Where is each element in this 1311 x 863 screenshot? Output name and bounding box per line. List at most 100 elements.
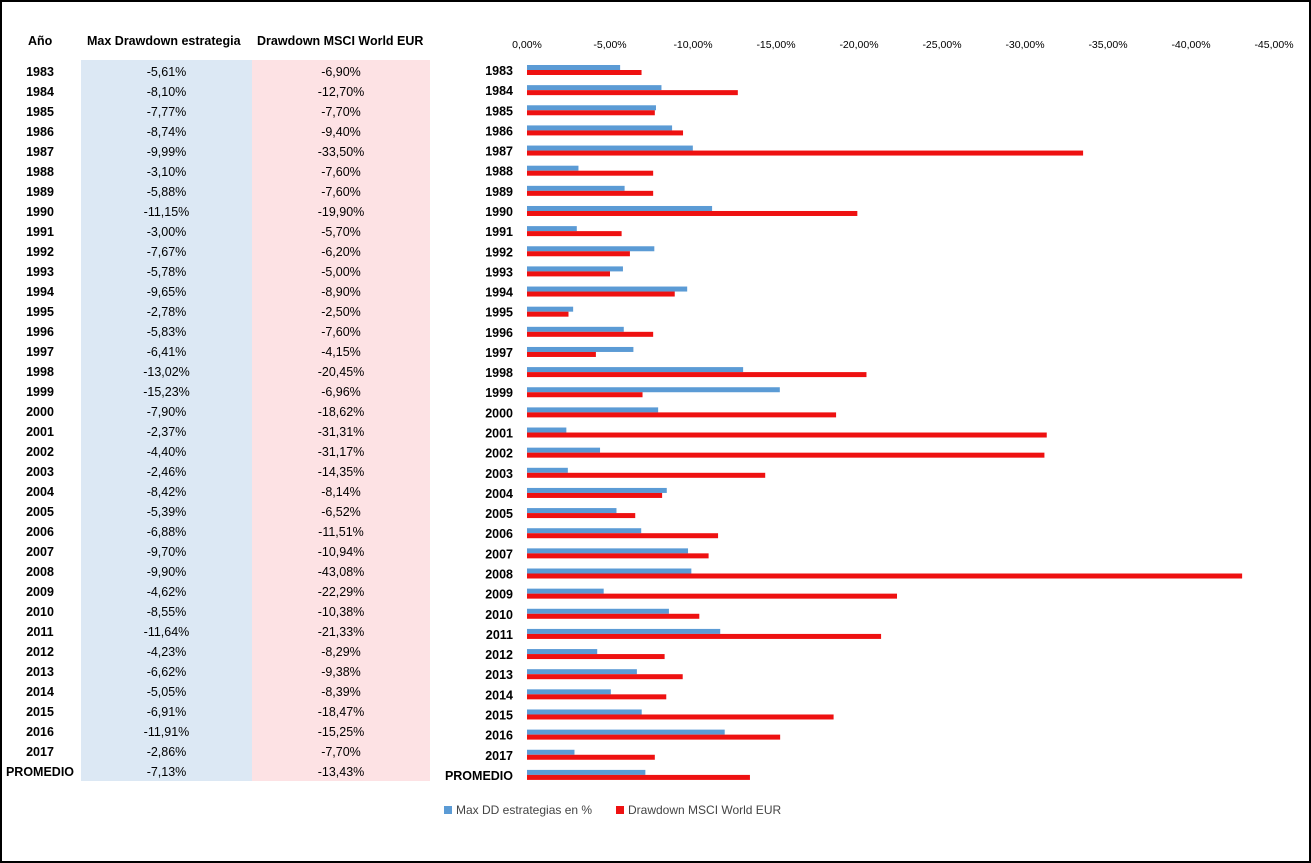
year-cell: 1991 (26, 225, 54, 239)
table-row: 2012 -4,23% -8,29% (0, 642, 440, 662)
msci-cell: -4,15% (321, 345, 361, 359)
category-label: 2014 (485, 688, 513, 702)
strategy-bar (527, 548, 689, 554)
msci-cell: -9,38% (321, 665, 361, 679)
category-label: 1992 (485, 245, 513, 259)
year-cell: 2005 (26, 505, 54, 519)
table-row: 1994 -9,65% -8,90% (0, 282, 440, 302)
category-label: 2009 (485, 588, 513, 602)
msci-bar (527, 150, 1084, 156)
year-cell: 1994 (26, 285, 54, 299)
legend-swatch-msci (616, 806, 624, 814)
strategy-cell: -4,40% (146, 445, 187, 459)
msci-bar (527, 311, 569, 317)
msci-bar (527, 90, 738, 96)
msci-bar (527, 392, 643, 398)
table-row: 2001 -2,37% -31,31% (0, 422, 440, 442)
year-cell: 2009 (26, 585, 54, 599)
year-cell: PROMEDIO (5, 765, 75, 779)
msci-bar (527, 251, 630, 257)
msci-bar (527, 492, 663, 498)
msci-bar (527, 633, 882, 639)
strategy-cell: -5,05% (146, 685, 187, 699)
strategy-cell: -4,62% (146, 585, 187, 599)
msci-cell: -6,52% (321, 505, 361, 519)
x-tick-label: 0,00% (512, 39, 542, 51)
x-tick-label: -40,00% (1171, 39, 1210, 51)
strategy-cell: -5,83% (146, 325, 187, 339)
strategy-bar (527, 447, 601, 453)
year-cell: 1997 (26, 345, 54, 359)
strategy-cell: -5,39% (146, 505, 187, 519)
strategy-bar (527, 306, 574, 312)
strategy-cell: -6,91% (146, 705, 187, 719)
msci-cell: -7,60% (321, 325, 361, 339)
category-label: 1996 (485, 326, 513, 340)
msci-bar (527, 372, 867, 378)
msci-bar (527, 593, 898, 599)
table-row: 2017 -2,86% -7,70% (0, 742, 440, 762)
strategy-bar (527, 669, 637, 675)
strategy-cell: -15,23% (143, 385, 190, 399)
strategy-cell: -2,78% (146, 305, 187, 319)
strategy-bar (527, 749, 575, 755)
table-row: PROMEDIO -7,13% -13,43% (0, 762, 440, 782)
table-row: 2008 -9,90% -43,08% (0, 562, 440, 582)
msci-bar (527, 553, 709, 559)
table-row: 2013 -6,62% -9,38% (0, 662, 440, 682)
strategy-cell: -5,61% (146, 65, 187, 79)
x-tick-label: -10,00% (673, 39, 712, 51)
strategy-bar (527, 487, 667, 493)
legend-label-msci: Drawdown MSCI World EUR (628, 803, 781, 817)
x-tick-label: -20,00% (839, 39, 878, 51)
table-row: 2015 -6,91% -18,47% (0, 702, 440, 722)
strategy-bar (527, 125, 673, 131)
msci-bar (527, 754, 655, 760)
msci-bar (527, 654, 665, 660)
strategy-bar (527, 246, 655, 252)
msci-cell: -13,43% (317, 765, 365, 779)
strategy-column-fill (81, 60, 252, 781)
year-cell: 1990 (26, 205, 54, 219)
strategy-bar (527, 467, 568, 473)
msci-cell: -5,00% (321, 265, 361, 279)
category-label: 2001 (485, 427, 513, 441)
strategy-cell: -13,02% (143, 365, 190, 379)
msci-cell: -7,60% (321, 165, 361, 179)
year-cell: 2006 (26, 525, 54, 539)
strategy-cell: -8,55% (146, 605, 187, 619)
msci-cell: -7,70% (321, 105, 361, 119)
msci-cell: -9,40% (321, 125, 361, 139)
year-cell: 1987 (26, 145, 54, 159)
strategy-cell: -3,10% (146, 165, 187, 179)
strategy-cell: -7,77% (146, 105, 187, 119)
msci-cell: -2,50% (321, 305, 361, 319)
year-cell: 2015 (26, 705, 54, 719)
strategy-cell: -11,15% (143, 205, 190, 219)
year-cell: 2008 (26, 565, 54, 579)
strategy-bar (527, 709, 642, 715)
header-year: Año (28, 34, 53, 48)
strategy-cell: -9,70% (146, 545, 187, 559)
msci-bar (527, 613, 700, 619)
strategy-bar (527, 65, 621, 70)
table-row: 1985 -7,77% -7,70% (0, 102, 440, 122)
year-cell: 1996 (26, 325, 54, 339)
msci-cell: -10,94% (317, 545, 365, 559)
year-cell: 1999 (26, 385, 54, 399)
strategy-bar (527, 628, 721, 634)
year-cell: 1998 (26, 365, 54, 379)
strategy-bar (527, 185, 625, 191)
msci-cell: -22,29% (317, 585, 365, 599)
msci-bar (527, 231, 622, 237)
year-cell: 1984 (26, 85, 54, 99)
strategy-cell: -6,41% (146, 345, 187, 359)
strategy-bar (527, 427, 567, 433)
table-row: 2010 -8,55% -10,38% (0, 602, 440, 622)
table-row: 2007 -9,70% -10,94% (0, 542, 440, 562)
category-label: 2012 (485, 648, 513, 662)
table-row: 1998 -13,02% -20,45% (0, 362, 440, 382)
msci-cell: -7,70% (321, 745, 361, 759)
msci-cell: -31,17% (317, 445, 365, 459)
year-cell: 2001 (26, 425, 54, 439)
